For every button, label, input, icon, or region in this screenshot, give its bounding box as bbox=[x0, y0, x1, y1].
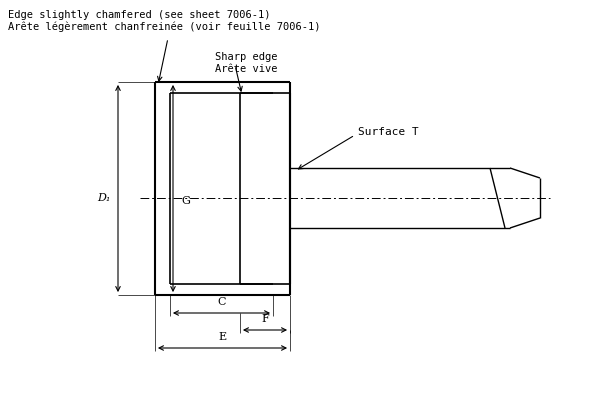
Text: Edge slightly chamfered (see sheet 7006-1): Edge slightly chamfered (see sheet 7006-… bbox=[8, 10, 270, 20]
Text: Sharp edge: Sharp edge bbox=[215, 52, 278, 62]
Text: G: G bbox=[181, 196, 190, 206]
Text: Arête vive: Arête vive bbox=[215, 64, 278, 74]
Text: C: C bbox=[217, 297, 226, 307]
Text: Arête légèrement chanfreinée (voir feuille 7006-1): Arête légèrement chanfreinée (voir feuil… bbox=[8, 22, 320, 33]
Text: Surface T: Surface T bbox=[358, 127, 419, 137]
Text: D₁: D₁ bbox=[97, 193, 111, 203]
Text: F: F bbox=[261, 314, 269, 324]
Text: E: E bbox=[218, 332, 227, 342]
